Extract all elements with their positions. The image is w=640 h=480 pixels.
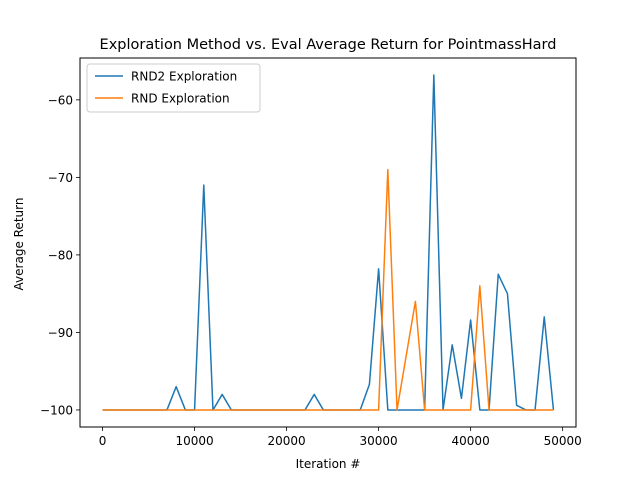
y-tick-label: −100: [40, 403, 73, 417]
y-tick-label: −80: [48, 248, 73, 262]
y-tick-label: −70: [48, 171, 73, 185]
chart-title: Exploration Method vs. Eval Average Retu…: [100, 37, 557, 53]
y-axis-label: Average Return: [12, 198, 26, 291]
axes-frame: [79, 57, 577, 428]
y-axis-ticks: −100 −90 −80 −70 −60: [40, 93, 80, 417]
y-tick-label: −60: [48, 93, 73, 107]
x-axis-ticks: 0 10000 20000 30000 40000 50000: [99, 427, 582, 448]
x-tick-label: 40000: [452, 434, 490, 448]
x-tick-label: 30000: [360, 434, 398, 448]
x-tick-label: 10000: [175, 434, 213, 448]
x-tick-label: 50000: [544, 434, 582, 448]
legend: RND2 Exploration RND Exploration: [86, 63, 261, 113]
legend-box: [86, 63, 261, 113]
x-axis-label: Iteration #: [296, 457, 361, 471]
series-line-rnd: [102, 168, 554, 411]
legend-entry: RND Exploration: [131, 92, 230, 106]
legend-entry: RND2 Exploration: [131, 70, 237, 84]
x-tick-label: 0: [99, 434, 107, 448]
series-lines: [102, 74, 555, 411]
y-tick-label: −90: [48, 326, 73, 340]
x-tick-label: 20000: [267, 434, 305, 448]
